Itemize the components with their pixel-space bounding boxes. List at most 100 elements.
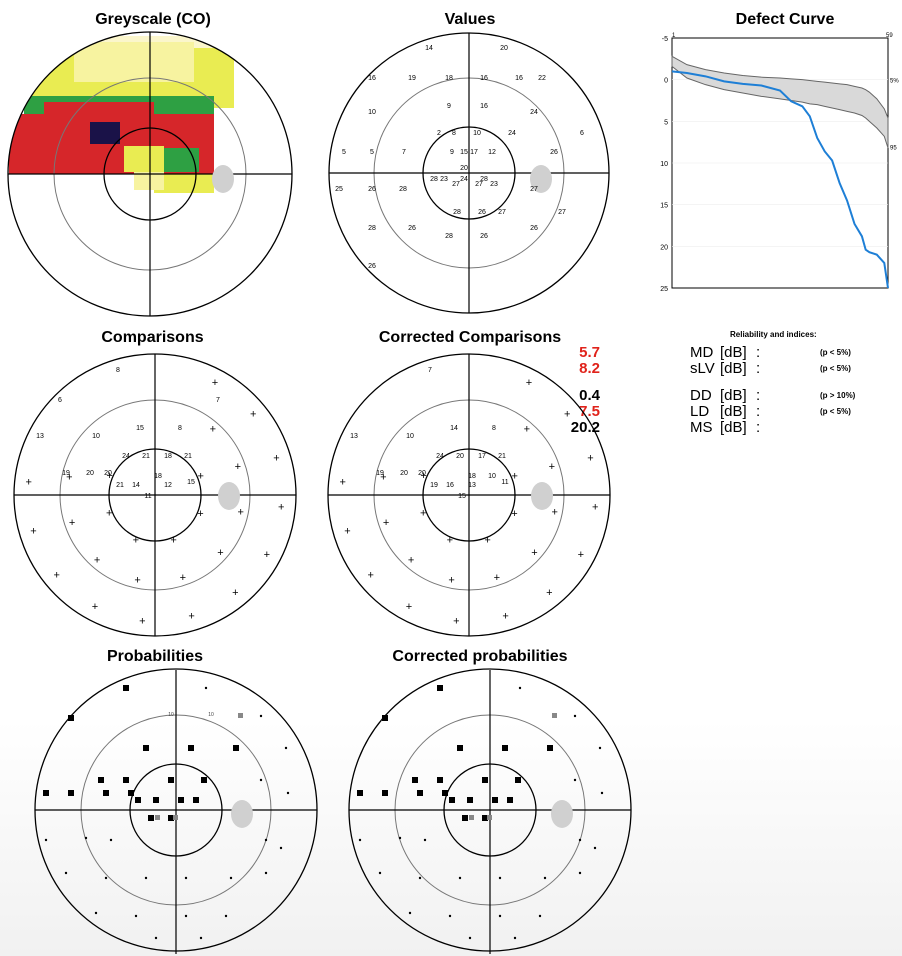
deviation-value: 7 xyxy=(216,397,220,404)
probability-square xyxy=(482,815,488,821)
index-pvalue: (p > 10%) xyxy=(820,391,856,400)
normal-point-mark: + xyxy=(264,549,270,561)
deviation-value: 11 xyxy=(144,493,151,500)
heatmap-yellow-tail xyxy=(134,172,164,190)
normal-point-mark: + xyxy=(344,526,350,538)
probability-square xyxy=(437,685,443,691)
deviation-value: 24 xyxy=(436,453,444,460)
probability-square xyxy=(357,790,363,796)
index-value: 5.7 xyxy=(579,344,600,361)
probability-dot xyxy=(284,746,288,750)
threshold-value: 15 xyxy=(460,149,468,156)
blind-spot xyxy=(212,165,234,193)
probability-square xyxy=(43,790,49,796)
probability-square xyxy=(382,790,388,796)
normal-point-mark: + xyxy=(133,534,139,546)
probability-dot xyxy=(286,791,290,795)
deviation-value: 19 xyxy=(376,470,384,477)
probability-dot xyxy=(600,791,604,795)
normal-point-mark: + xyxy=(273,452,279,464)
probability-square xyxy=(148,815,154,821)
probability-square xyxy=(153,797,159,803)
normal-point-mark: + xyxy=(524,423,530,435)
greyscale-field xyxy=(7,31,293,317)
normal-point-mark: + xyxy=(54,569,60,581)
normal-point-mark: + xyxy=(237,506,243,518)
threshold-value: 6 xyxy=(580,130,584,137)
deviation-value: 8 xyxy=(178,425,182,432)
heatmap-red-upper xyxy=(44,102,154,120)
probability-square xyxy=(482,777,488,783)
threshold-value: 28 xyxy=(368,225,376,232)
probability-square-light xyxy=(238,713,243,718)
normal-point-mark: + xyxy=(180,572,186,584)
corrected-comparisons-title: Corrected Comparisons xyxy=(378,329,562,346)
probability-dot xyxy=(498,876,502,880)
defect-curve-title: Defect Curve xyxy=(735,11,835,28)
normal-point-mark: + xyxy=(232,587,238,599)
threshold-value: 27 xyxy=(475,181,483,188)
deviation-value: 20 xyxy=(418,470,426,477)
normal-point-mark: + xyxy=(210,423,216,435)
threshold-value: 8 xyxy=(452,130,456,137)
probability-dot xyxy=(199,936,203,940)
normal-point-mark: + xyxy=(66,472,72,484)
probability-square xyxy=(201,777,207,783)
threshold-value: 9 xyxy=(450,149,454,156)
normal-point-mark: + xyxy=(551,506,557,518)
normal-point-mark: + xyxy=(512,470,518,482)
probability-dot xyxy=(358,838,362,842)
values-title: Values xyxy=(444,11,496,28)
threshold-value: 27 xyxy=(498,209,506,216)
deviation-value: 8 xyxy=(492,425,496,432)
probability-square xyxy=(467,797,473,803)
threshold-value: 26 xyxy=(478,209,486,216)
y-tick-label: 25 xyxy=(660,286,668,293)
threshold-value: 27 xyxy=(452,181,460,188)
probability-dot xyxy=(279,846,283,850)
deviation-value: 15 xyxy=(458,493,466,500)
probability-square xyxy=(507,797,513,803)
blind-spot xyxy=(530,165,552,193)
defect-curve-chart: -5 0 5 10 15 20 25 1 59 5% 95 xyxy=(660,33,899,293)
normal-point-mark: + xyxy=(531,547,537,559)
probability-square xyxy=(412,777,418,783)
probability-square xyxy=(103,790,109,796)
probability-dot xyxy=(593,846,597,850)
probability-square xyxy=(449,797,455,803)
threshold-value: 26 xyxy=(408,225,416,232)
normal-point-mark: + xyxy=(188,611,194,623)
probability-square xyxy=(123,777,129,783)
threshold-value: 25 xyxy=(335,186,343,193)
deviation-value: 8 xyxy=(116,367,120,374)
normal-point-mark: + xyxy=(526,377,532,389)
deviation-value: 20 xyxy=(456,453,464,460)
threshold-value: 20 xyxy=(460,165,468,172)
normal-point-mark: + xyxy=(502,611,508,623)
threshold-value: 24 xyxy=(530,109,538,116)
normal-point-mark: + xyxy=(69,517,75,529)
threshold-value: 19 xyxy=(408,75,416,82)
probability-dot xyxy=(578,838,582,842)
probability-dot xyxy=(259,714,263,718)
threshold-value: 24 xyxy=(460,176,468,183)
blind-spot xyxy=(218,482,240,510)
probability-square xyxy=(68,715,74,721)
threshold-value: 12 xyxy=(488,149,496,156)
probability-dot xyxy=(418,876,422,880)
probability-square xyxy=(442,790,448,796)
deviation-value: 19 xyxy=(430,482,438,489)
probability-dot xyxy=(498,914,502,918)
deviation-value: 24 xyxy=(122,453,130,460)
heatmap-green-patch xyxy=(164,148,199,172)
threshold-value: 28 xyxy=(399,186,407,193)
probability-dot xyxy=(398,836,402,840)
normal-point-mark: + xyxy=(549,461,555,473)
normal-point-mark: + xyxy=(494,572,500,584)
heatmap-lightyellow xyxy=(74,42,194,82)
probability-square xyxy=(233,745,239,751)
threshold-value: 26 xyxy=(368,186,376,193)
x-tick-label: 1 xyxy=(672,33,676,39)
comparisons-title: Comparisons xyxy=(101,329,204,346)
probability-square xyxy=(128,790,134,796)
